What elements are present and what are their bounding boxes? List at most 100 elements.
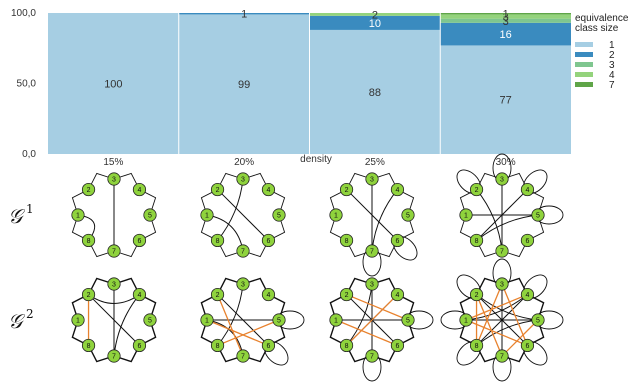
graph-node — [81, 338, 96, 353]
x-tick-label: 15% — [103, 157, 123, 168]
graph-node — [71, 208, 85, 222]
graph-node-label: 7 — [370, 249, 374, 256]
graph-grid: 𝒢 1𝒢 2123456781234567812345678123456781234… — [8, 153, 564, 382]
bar-segment — [440, 45, 571, 154]
legend-swatch — [575, 52, 593, 57]
graph-node — [365, 349, 379, 363]
graph-node-label: 5 — [536, 318, 540, 325]
y-tick-label: 0,0 — [22, 149, 36, 160]
graph-node — [107, 172, 121, 186]
graph-node-label: 4 — [396, 187, 400, 194]
legend-label: 7 — [609, 80, 615, 91]
graph-node — [236, 349, 250, 363]
graph-node — [81, 233, 96, 248]
highlighted-edge — [501, 319, 539, 357]
graph-node-label: 7 — [112, 249, 116, 256]
bar-segment — [440, 18, 571, 23]
graph-panel: 1 2 3 4 5 6 7 8 — [329, 172, 418, 277]
graph-panel: 1 2 3 4 5 6 7 8 — [456, 153, 564, 258]
graph-node-label: 1 — [464, 318, 468, 325]
graph-node-label: 4 — [267, 187, 271, 194]
highlighted-edge — [206, 319, 269, 347]
graph-node — [459, 208, 473, 222]
graph-node-label: 8 — [87, 343, 91, 350]
highlighted-edge — [335, 319, 398, 347]
graph-node-label: 1 — [464, 213, 468, 220]
legend-title: equivalence class size — [575, 13, 629, 34]
graph-panel: 1 2 3 4 5 6 7 8 — [440, 258, 564, 382]
graph-node-label: 5 — [148, 318, 152, 325]
graph-panel: 1 2 3 4 5 6 7 8 — [200, 172, 286, 258]
graph-node-label: 1 — [76, 213, 80, 220]
graph-node-label: 3 — [241, 177, 245, 184]
graph-node-label: 4 — [138, 292, 142, 299]
graph-node — [272, 313, 286, 327]
graph-node-label: 7 — [500, 249, 504, 256]
graph-node — [236, 277, 250, 291]
graph-node-label: 2 — [216, 187, 220, 194]
graph-node-label: 1 — [205, 318, 209, 325]
graph-node-label: 3 — [500, 282, 504, 289]
graph-node-label: 3 — [112, 177, 116, 184]
graph-node-label: 5 — [277, 213, 281, 220]
graph-node-label: 5 — [148, 213, 152, 220]
graph-node — [210, 233, 225, 248]
graph-node — [520, 233, 535, 248]
graph-node — [261, 338, 276, 353]
graph-node-label: 5 — [277, 318, 281, 325]
data-label: 3 — [503, 12, 509, 24]
graph-node — [390, 287, 405, 302]
graph-node — [495, 172, 509, 186]
graph-node-label: 3 — [112, 282, 116, 289]
graph-node-label: 8 — [345, 343, 349, 350]
bar-segment — [309, 13, 441, 16]
graph-node — [71, 313, 85, 327]
graph-node — [520, 182, 535, 197]
graph-node-label: 2 — [87, 187, 91, 194]
graph-edge — [206, 214, 244, 252]
x-axis-label: density — [300, 154, 332, 165]
y-axis: 0,0 50,0 100,0 — [11, 8, 36, 160]
graph-node — [459, 313, 473, 327]
y-tick-label: 50,0 — [17, 79, 37, 90]
data-label: 16 — [500, 29, 512, 41]
bar-segment — [48, 13, 179, 154]
legend-label: 4 — [609, 70, 615, 81]
graph-node-label: 5 — [406, 318, 410, 325]
graph-node — [210, 182, 225, 197]
graph-node — [390, 182, 405, 197]
graph-node — [210, 287, 225, 302]
graph-node-label: 3 — [241, 282, 245, 289]
graph-node — [107, 349, 121, 363]
graph-node — [401, 208, 415, 222]
graph-node-label: 4 — [526, 187, 530, 194]
legend-swatch — [575, 82, 593, 87]
graph-node-label: 4 — [267, 292, 271, 299]
highlighted-edge — [217, 319, 280, 347]
highlighted-edge — [216, 294, 244, 357]
graph-node — [143, 208, 157, 222]
legend-label: 3 — [609, 60, 615, 71]
graph-node-label: 8 — [216, 343, 220, 350]
graph-node-label: 6 — [526, 343, 530, 350]
x-axis: 15% 20% 25% 30% — [103, 157, 515, 168]
graph-node-label: 7 — [241, 249, 245, 256]
x-tick-label: 20% — [234, 157, 254, 168]
data-label: 10 — [369, 18, 381, 30]
highlighted-edge — [475, 294, 503, 357]
graph-node-label: 1 — [334, 318, 338, 325]
graph-node — [495, 244, 509, 258]
graph-panel: 1 2 3 4 5 6 7 8 — [71, 172, 157, 258]
data-label: 77 — [500, 95, 512, 107]
graph-node-label: 6 — [267, 238, 271, 245]
graph-node-label: 3 — [370, 282, 374, 289]
graph-node — [132, 233, 147, 248]
highlighted-edge — [346, 293, 409, 321]
graph-node — [401, 313, 415, 327]
graph-node-label: 2 — [87, 292, 91, 299]
legend-label: 2 — [609, 50, 615, 61]
graph-node-label: 6 — [138, 238, 142, 245]
graph-node — [132, 182, 147, 197]
graph-node — [469, 182, 484, 197]
